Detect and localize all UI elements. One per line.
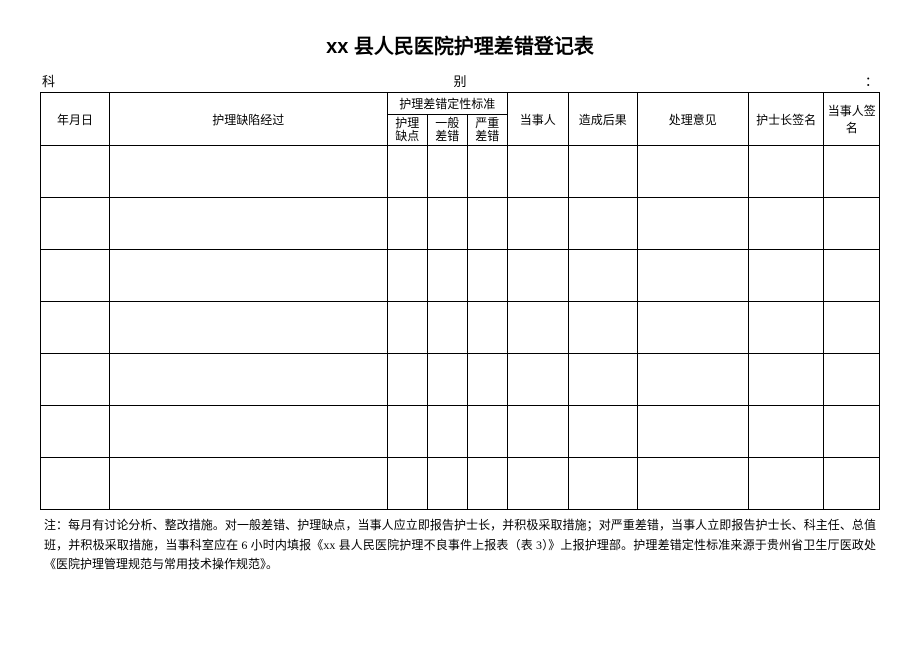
footnote: 注：每月有讨论分析、整改措施。对一般差错、护理缺点，当事人应立即报告护士长，并积…: [40, 516, 880, 574]
col-date: 年月日: [41, 93, 110, 146]
col-head-sign: 护士长签名: [748, 93, 824, 146]
table-body: [41, 146, 880, 510]
col-result: 造成后果: [568, 93, 637, 146]
table-row: [41, 406, 880, 458]
table-row: [41, 250, 880, 302]
col-std-c: 严重差错: [467, 115, 507, 146]
col-std-b: 一般差错: [427, 115, 467, 146]
col-person-sign: 当事人签名: [824, 93, 880, 146]
table-row: [41, 198, 880, 250]
col-process: 护理缺陷经过: [109, 93, 387, 146]
table-row: [41, 146, 880, 198]
error-register-table: 年月日 护理缺陷经过 护理差错定性标准 当事人 造成后果 处理意见 护士长签名 …: [40, 92, 880, 510]
dept-label-left: 科: [42, 71, 55, 90]
dept-label-right-a: 别: [453, 71, 466, 90]
dept-label-right-b: ：: [865, 71, 878, 90]
table-row: [41, 458, 880, 510]
col-std-group: 护理差错定性标准: [387, 93, 507, 115]
table-row: [41, 354, 880, 406]
col-person: 当事人: [507, 93, 568, 146]
footnote-label: 注：: [44, 518, 68, 532]
dept-line: 科 别 ：: [40, 71, 880, 90]
table-row: [41, 302, 880, 354]
col-opinion: 处理意见: [637, 93, 748, 146]
col-std-a: 护理缺点: [387, 115, 427, 146]
footnote-text: 每月有讨论分析、整改措施。对一般差错、护理缺点，当事人应立即报告护士长，并积极采…: [44, 518, 876, 570]
page-title: xx 县人民医院护理差错登记表: [40, 30, 880, 59]
